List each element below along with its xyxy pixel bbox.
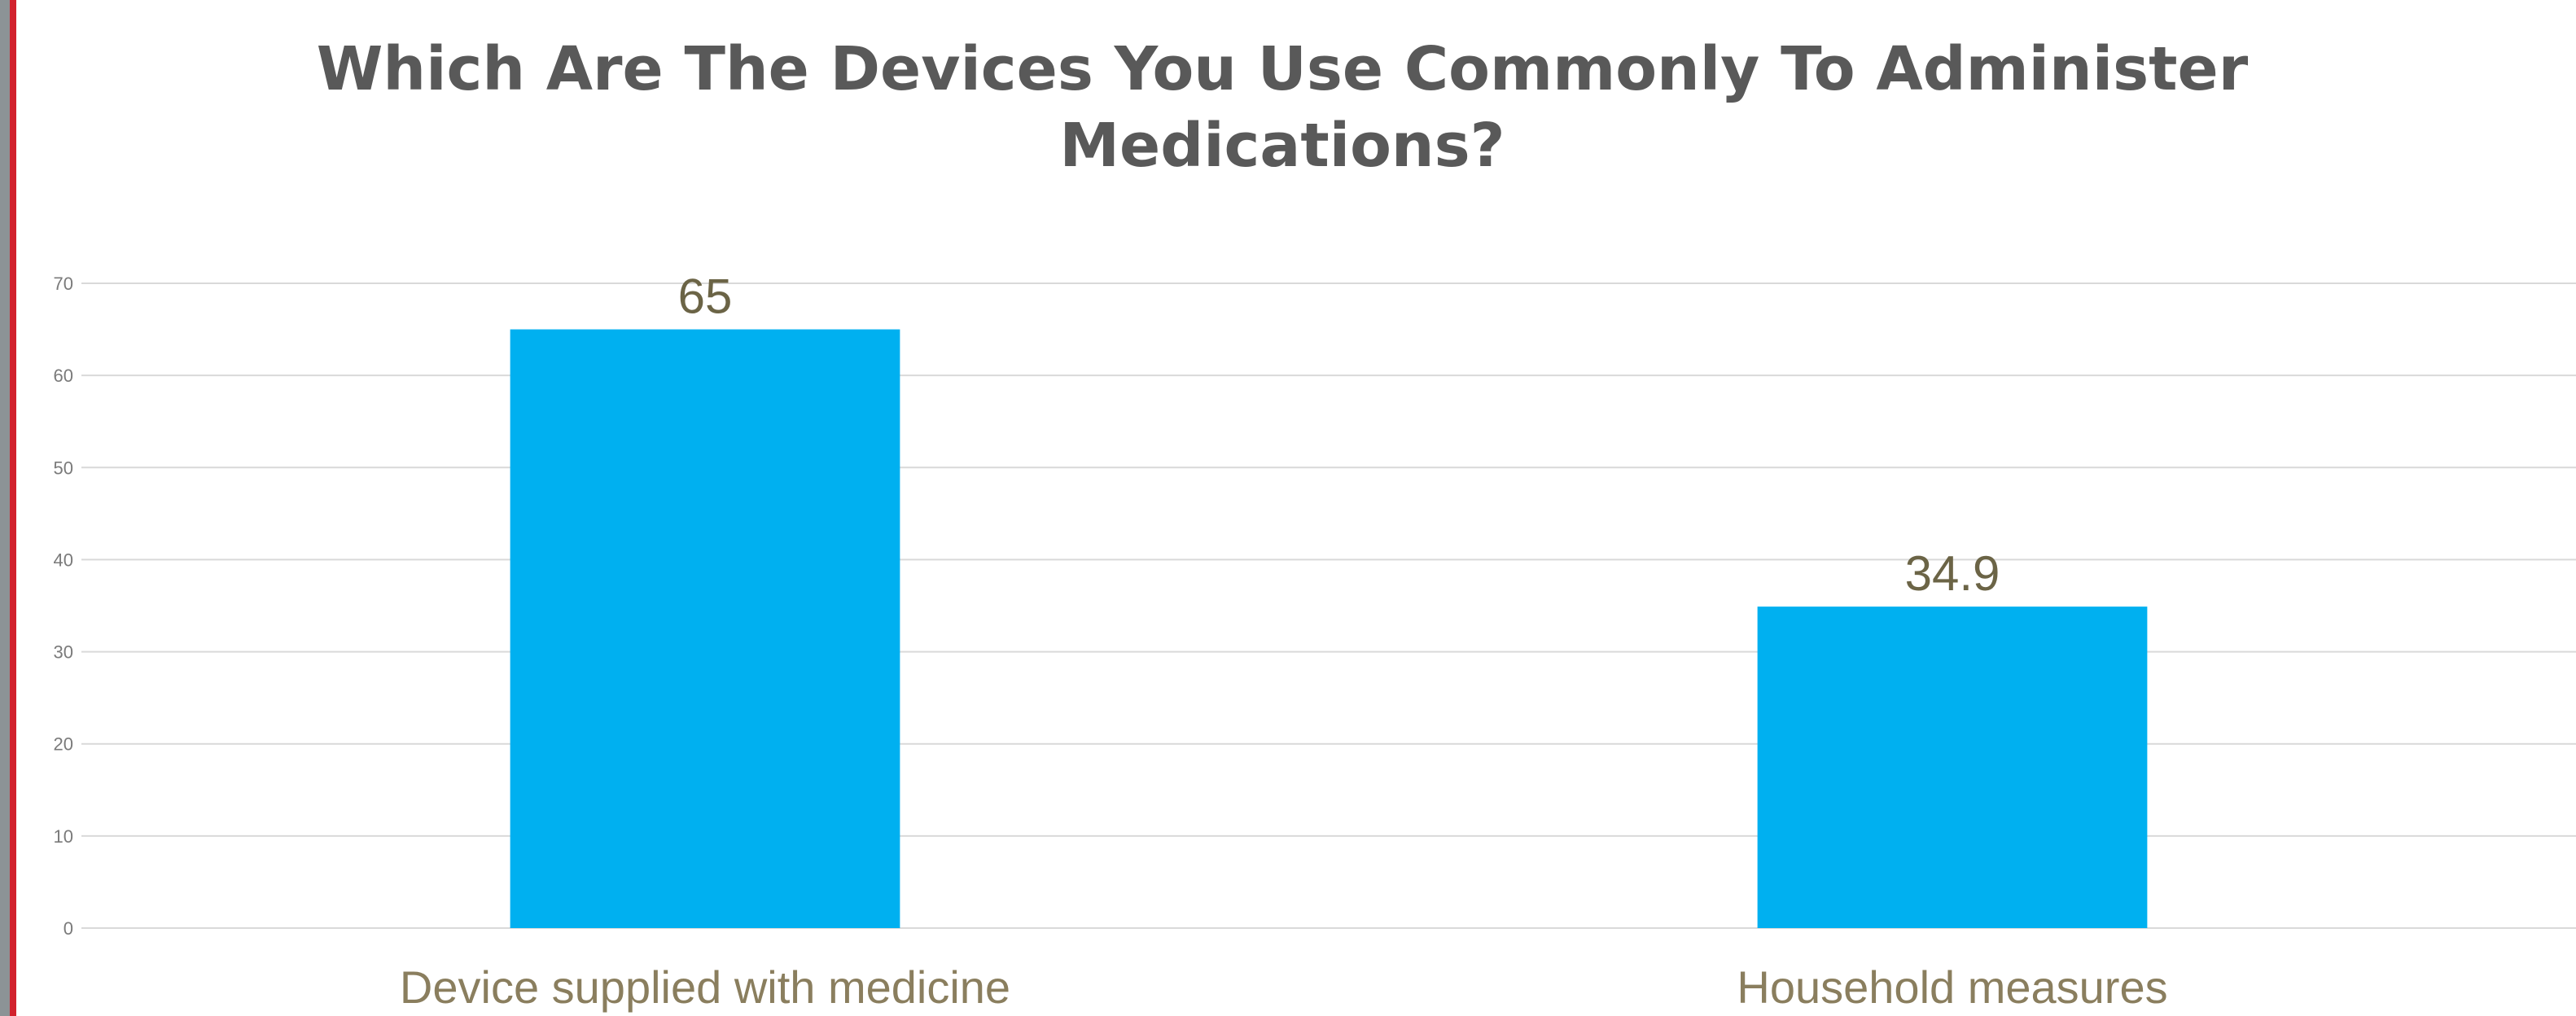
category-label: Device supplied with medicine <box>400 961 1010 1013</box>
bars <box>510 329 2148 929</box>
bar <box>1757 607 2148 928</box>
bar-data-label: 34.9 <box>1905 546 2000 601</box>
y-tick-label: 50 <box>54 458 73 478</box>
data-labels: 65 34.9 <box>678 269 2000 602</box>
gridlines <box>81 282 2576 929</box>
y-tick-label: 30 <box>54 642 73 663</box>
y-tick-label: 0 <box>64 918 73 939</box>
chart-title: Which Are The Devices You Use Commonly T… <box>316 34 2249 181</box>
y-tick-label: 20 <box>54 734 73 755</box>
y-tick-label: 40 <box>54 550 73 570</box>
category-labels: Device supplied with medicine Household m… <box>400 961 2168 1013</box>
category-label: Household measures <box>1737 961 2167 1013</box>
y-axis-tick-labels: 0 10 20 30 40 50 60 70 <box>54 274 73 939</box>
slide-edge-red-stripe <box>10 0 16 1016</box>
y-tick-label: 70 <box>54 274 73 294</box>
slide-edge-gray-stripe <box>0 0 10 1016</box>
bar-data-label: 65 <box>678 269 733 324</box>
bar <box>510 329 900 929</box>
y-tick-label: 60 <box>54 366 73 386</box>
y-tick-label: 10 <box>54 826 73 847</box>
